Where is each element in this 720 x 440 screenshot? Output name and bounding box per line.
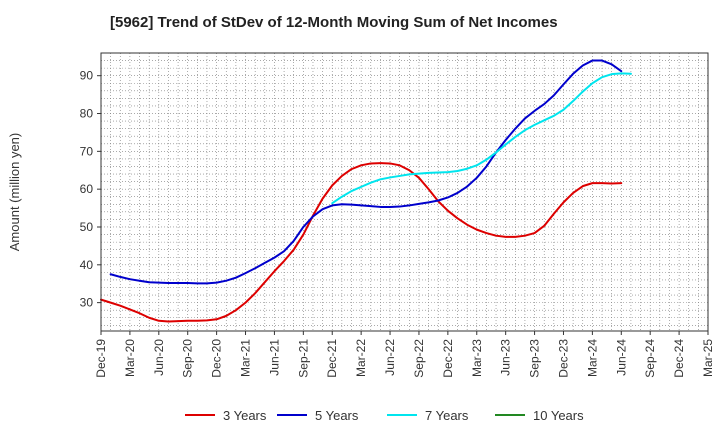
- x-tick-label: Sep-20: [181, 339, 195, 378]
- series-line-5-years: [109, 59, 623, 285]
- x-tick-label: Mar-22: [354, 339, 368, 377]
- y-tick-label: 30: [80, 296, 94, 310]
- grid-lines: [101, 53, 708, 331]
- x-tick-label: Sep-22: [412, 339, 426, 378]
- y-axis-ticks: 30 40 50 60 70 80 90: [80, 69, 101, 310]
- series-layer: [100, 59, 632, 323]
- chart-title: [5962] Trend of StDev of 12-Month Moving…: [110, 14, 558, 31]
- y-axis-label: Amount (million yen): [7, 133, 22, 252]
- y-tick-label: 50: [80, 220, 94, 234]
- plot-border: [100, 52, 709, 332]
- x-tick-label: Mar-20: [123, 339, 137, 377]
- x-tick-label: Jun-20: [152, 339, 166, 376]
- x-axis-ticks: Dec-19 Mar-20 Jun-20 Sep-20 Dec-20 Mar-21 Jun-…: [94, 331, 715, 378]
- x-tick-label: Mar-24: [585, 339, 599, 377]
- y-tick-label: 40: [80, 258, 94, 272]
- x-tick-label: Mar-25: [701, 339, 715, 377]
- x-tick-label: Dec-20: [210, 339, 224, 378]
- x-tick-label: Jun-24: [614, 339, 628, 376]
- x-tick-label: Jun-21: [267, 339, 281, 376]
- legend-label: 5 Years: [315, 408, 359, 423]
- x-tick-label: Sep-24: [643, 339, 657, 378]
- y-tick-label: 90: [80, 69, 94, 83]
- x-tick-label: Mar-21: [239, 339, 253, 377]
- x-tick-label: Mar-23: [470, 339, 484, 377]
- x-tick-label: Dec-22: [441, 339, 455, 378]
- series-line-7-years: [331, 72, 632, 205]
- series-line-3-years: [100, 162, 623, 323]
- y-tick-label: 80: [80, 107, 94, 121]
- legend: 3 Years 5 Years 7 Years 10 Years: [185, 408, 584, 423]
- x-tick-label: Dec-24: [672, 339, 686, 378]
- x-tick-label: Dec-21: [325, 339, 339, 378]
- x-tick-label: Jun-23: [499, 339, 513, 376]
- y-tick-label: 60: [80, 182, 94, 196]
- x-tick-label: Dec-19: [94, 339, 108, 378]
- legend-label: 3 Years: [223, 408, 267, 423]
- x-tick-label: Sep-21: [296, 339, 310, 378]
- y-tick-label: 70: [80, 144, 94, 158]
- plot-background: [101, 53, 708, 331]
- x-tick-label: Dec-23: [556, 339, 570, 378]
- x-tick-label: Sep-23: [528, 339, 542, 378]
- legend-label: 10 Years: [533, 408, 584, 423]
- x-tick-label: Jun-22: [383, 339, 397, 376]
- legend-label: 7 Years: [425, 408, 469, 423]
